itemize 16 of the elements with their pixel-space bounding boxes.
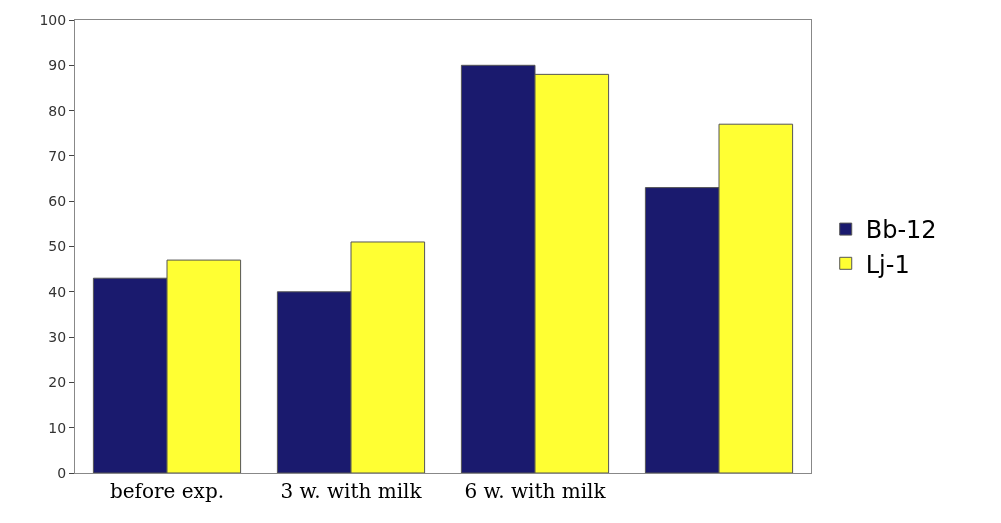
y-tick-label: 40 [48, 283, 67, 300]
legend-label: Bb-12 [865, 216, 937, 245]
y-tick-label: 30 [48, 329, 67, 345]
y-tick-label: 10 [48, 419, 67, 436]
y-tick-label: 80 [48, 102, 67, 119]
y-tick-label: 0 [57, 464, 67, 481]
y-tick-label: 50 [48, 238, 67, 255]
legend-label: Lj-1 [865, 250, 910, 279]
y-tick-label: 70 [48, 147, 67, 164]
x-tick-label: 6 w. with milk [464, 479, 607, 503]
y-tick-label: 20 [48, 374, 67, 391]
x-tick-label: before exp. [109, 479, 225, 503]
y-tick-label: 90 [48, 57, 67, 74]
y-tick-label: 60 [48, 193, 67, 210]
y-tick-label: 100 [39, 11, 67, 28]
x-tick-label: 3 w. with milk [280, 479, 423, 503]
